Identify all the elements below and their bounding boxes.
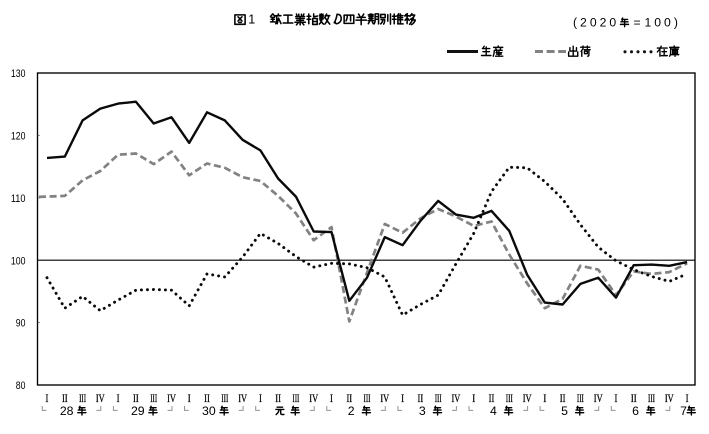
svg-text:I: I	[615, 391, 618, 405]
svg-text:III: III	[435, 391, 442, 405]
svg-text:I: I	[686, 391, 689, 405]
svg-text:II: II	[133, 391, 139, 405]
svg-text:IV: IV	[96, 391, 105, 405]
svg-text:5: 5	[561, 404, 568, 418]
svg-text:29: 29	[131, 404, 145, 418]
svg-text:90: 90	[16, 318, 26, 330]
svg-text:IV: IV	[309, 391, 318, 405]
svg-text:100: 100	[11, 255, 26, 267]
svg-text:III: III	[79, 391, 86, 405]
svg-text:100): 100)	[645, 15, 681, 29]
svg-text:II: II	[489, 391, 495, 405]
svg-text:1: 1	[248, 12, 255, 26]
svg-text:IV: IV	[238, 391, 247, 405]
svg-text:I: I	[188, 391, 191, 405]
svg-text:I: I	[401, 391, 404, 405]
svg-text:120: 120	[11, 131, 26, 143]
svg-text:I: I	[117, 391, 120, 405]
svg-text:IV: IV	[380, 391, 389, 405]
svg-text:II: II	[560, 391, 566, 405]
svg-text:III: III	[506, 391, 513, 405]
svg-text:II: II	[631, 391, 637, 405]
svg-text:II: II	[418, 391, 424, 405]
svg-text:28: 28	[60, 404, 74, 418]
svg-text:III: III	[577, 391, 584, 405]
svg-text:I: I	[330, 391, 333, 405]
svg-text:80: 80	[16, 380, 26, 392]
svg-text:4: 4	[490, 404, 497, 418]
svg-text:III: III	[292, 391, 299, 405]
svg-text:II: II	[275, 391, 281, 405]
svg-text:I: I	[543, 391, 546, 405]
svg-text:III: III	[221, 391, 228, 405]
svg-text:3: 3	[419, 404, 426, 418]
svg-text:II: II	[62, 391, 68, 405]
svg-text:6: 6	[632, 404, 639, 418]
svg-text:III: III	[364, 391, 371, 405]
svg-text:2: 2	[348, 404, 355, 418]
svg-text:IV: IV	[665, 391, 674, 405]
svg-text:110: 110	[11, 193, 26, 205]
svg-text:II: II	[346, 391, 352, 405]
svg-text:=: =	[634, 15, 641, 29]
svg-text:130: 130	[11, 68, 26, 80]
svg-text:7: 7	[680, 404, 687, 418]
svg-text:IV: IV	[452, 391, 461, 405]
svg-text:30: 30	[202, 404, 216, 418]
svg-text:III: III	[150, 391, 157, 405]
svg-text:(2020: (2020	[573, 15, 619, 29]
svg-text:I: I	[472, 391, 475, 405]
svg-text:IV: IV	[523, 391, 532, 405]
svg-text:II: II	[204, 391, 210, 405]
svg-text:I: I	[259, 391, 262, 405]
svg-text:III: III	[648, 391, 655, 405]
svg-text:I: I	[46, 391, 49, 405]
svg-text:IV: IV	[594, 391, 603, 405]
svg-text:IV: IV	[167, 391, 176, 405]
